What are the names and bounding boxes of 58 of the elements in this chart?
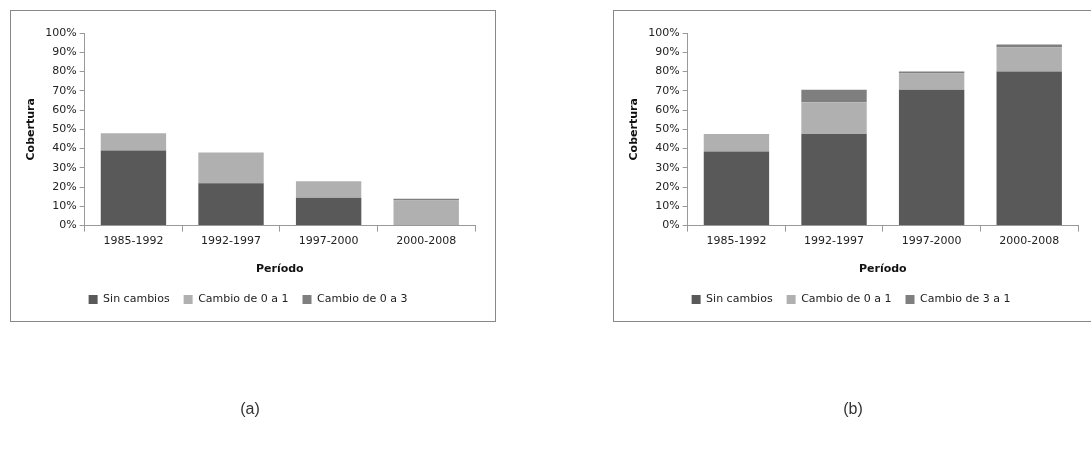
bar [100, 133, 167, 151]
bar [100, 150, 167, 226]
y-tick-label: 40% [655, 141, 680, 155]
y-tick-label: 60% [655, 102, 680, 116]
y-tick-label: 80% [655, 64, 680, 78]
bar [198, 183, 264, 226]
y-tick-label: 100% [648, 25, 680, 39]
y-tick-label: 40% [52, 141, 77, 155]
y-tick-label: 100% [45, 25, 77, 39]
y-tick-label: 70% [655, 83, 680, 97]
legend-label: Cambio de 0 a 3 [317, 292, 408, 306]
bar [996, 71, 1062, 226]
y-tick-label: 20% [52, 179, 77, 193]
bar [295, 181, 362, 198]
y-tick-label: 0% [59, 218, 77, 232]
x-axis-title: Período [255, 262, 305, 276]
y-tick-label: 90% [52, 45, 77, 59]
bar [898, 73, 965, 90]
legend-label: Cambio de 0 a 1 [198, 292, 289, 306]
x-tick-label: 2000-2008 [396, 234, 457, 248]
y-tick-label: 90% [655, 45, 680, 59]
x-tick-label: 1992-1997 [201, 234, 262, 248]
legend-label: Cambio de 3 a 1 [920, 292, 1011, 306]
legend-label: Sin cambios [706, 292, 773, 306]
y-tick-label: 0% [662, 218, 680, 232]
bar [198, 152, 264, 184]
text: (b) [842, 400, 864, 418]
bar [801, 134, 867, 226]
y-tick-label: 30% [655, 160, 680, 174]
x-tick-label: 1997-2000 [298, 234, 359, 248]
y-axis-title: Cobertura [627, 98, 641, 161]
y-tick-label: 10% [52, 199, 77, 213]
y-axis-title: Cobertura [24, 98, 38, 161]
bar [295, 197, 362, 226]
bar [996, 47, 1062, 72]
bar [801, 89, 867, 103]
x-tick-label: 2000-2008 [999, 234, 1060, 248]
legend-label: Sin cambios [103, 292, 170, 306]
x-tick-label: 1985-1992 [706, 234, 767, 248]
bar [703, 134, 770, 152]
y-tick-label: 80% [52, 64, 77, 78]
bar [898, 89, 965, 226]
y-tick-label: 30% [52, 160, 77, 174]
legend-label: Cambio de 0 a 1 [801, 292, 892, 306]
y-tick-label: 50% [52, 122, 77, 136]
y-tick-label: 10% [655, 199, 680, 213]
x-tick-label: 1992-1997 [804, 234, 865, 248]
y-tick-label: 70% [52, 83, 77, 97]
y-tick-label: 50% [655, 122, 680, 136]
x-tick-label: 1985-1992 [103, 234, 164, 248]
x-tick-label: 1997-2000 [901, 234, 962, 248]
x-axis-title: Período [858, 262, 908, 276]
bar [393, 200, 459, 226]
bar [703, 151, 770, 226]
bar [801, 102, 867, 135]
y-tick-label: 60% [52, 102, 77, 116]
text: (a) [239, 400, 261, 418]
y-tick-label: 20% [655, 179, 680, 193]
